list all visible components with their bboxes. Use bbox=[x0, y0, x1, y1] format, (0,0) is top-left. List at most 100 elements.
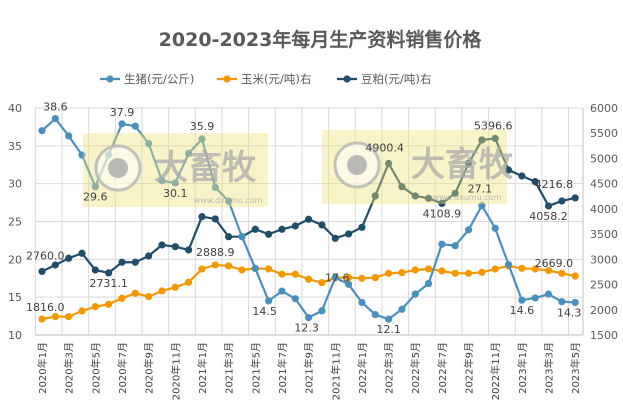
data-point bbox=[384, 269, 393, 277]
data-point bbox=[291, 295, 299, 303]
data-point bbox=[278, 225, 286, 233]
watermark-brand: 大畜牧 bbox=[411, 145, 514, 185]
data-point bbox=[78, 249, 86, 257]
x-axis-tick-label: 2022年3月 bbox=[383, 342, 396, 394]
data-label: 37.9 bbox=[110, 106, 135, 119]
data-point bbox=[291, 270, 299, 278]
watermark: 大畜牧 www.dxumu.com bbox=[83, 133, 268, 207]
right-axis-tick-label: 3500 bbox=[590, 228, 618, 241]
x-axis-tick-label: 2020年7月 bbox=[116, 342, 129, 394]
data-point bbox=[131, 289, 139, 297]
data-point bbox=[51, 261, 59, 269]
data-point bbox=[145, 293, 153, 301]
data-point bbox=[491, 134, 499, 143]
data-label: 4900.4 bbox=[365, 141, 404, 154]
x-axis-tick-label: 2022年9月 bbox=[463, 342, 476, 394]
data-point bbox=[558, 298, 566, 306]
series-line bbox=[41, 263, 576, 321]
x-axis-tick-label: 2021年3月 bbox=[223, 342, 236, 394]
x-axis-tick-label: 2021年7月 bbox=[276, 342, 289, 394]
data-point bbox=[51, 313, 59, 321]
data-point bbox=[504, 261, 513, 269]
watermark-url: www.dxumu.com bbox=[194, 196, 263, 205]
data-label: 14.5 bbox=[252, 305, 277, 318]
data-point bbox=[318, 307, 326, 315]
data-point bbox=[78, 151, 86, 159]
data-point bbox=[171, 243, 179, 251]
data-point bbox=[398, 269, 406, 277]
legend-marker bbox=[223, 75, 231, 83]
data-point bbox=[278, 270, 286, 278]
data-point bbox=[438, 199, 446, 207]
data-point bbox=[211, 183, 219, 192]
data-point bbox=[344, 280, 353, 288]
data-labels: 38.6 29.6 37.9 30.1 35.9 14.5 12.3 17.6 12.1 27.1… bbox=[26, 101, 581, 337]
left-axis-tick-label: 40 bbox=[8, 102, 22, 115]
data-label: 14.3 bbox=[557, 306, 582, 319]
data-point bbox=[185, 149, 193, 157]
data-point bbox=[571, 194, 579, 202]
data-point bbox=[491, 265, 499, 273]
left-axis-tick-label: 15 bbox=[8, 291, 22, 304]
data-point bbox=[65, 313, 73, 321]
data-point bbox=[424, 279, 433, 288]
data-point bbox=[411, 192, 419, 200]
legend-item: 玉米(元/吨)右 bbox=[217, 72, 311, 86]
data-point bbox=[65, 132, 73, 140]
chart-title: 2020-2023年每月生产资料销售价格 bbox=[159, 28, 483, 51]
right-axis-tick-label: 4000 bbox=[590, 203, 618, 216]
x-axis-tick-label: 2021年5月 bbox=[249, 342, 262, 394]
data-point bbox=[464, 159, 473, 167]
data-point bbox=[185, 246, 193, 254]
data-point bbox=[544, 202, 553, 210]
legend-label: 豆粕(元/吨)右 bbox=[361, 72, 431, 86]
legend-label: 生猪(元/公斤) bbox=[124, 72, 194, 86]
x-axis-tick-label: 2022年5月 bbox=[409, 342, 422, 394]
data-point bbox=[318, 279, 326, 287]
data-point bbox=[198, 213, 206, 221]
data-point bbox=[265, 265, 273, 273]
data-point bbox=[398, 183, 406, 191]
data-point bbox=[291, 222, 299, 230]
data-point bbox=[344, 230, 353, 238]
legend: 生猪(元/公斤) 玉米(元/吨)右 豆粕(元/吨)右 bbox=[100, 72, 431, 86]
data-point bbox=[278, 287, 286, 295]
x-axis-tick-label: 2020年1月 bbox=[36, 342, 49, 394]
data-point bbox=[38, 267, 46, 276]
data-point bbox=[131, 122, 139, 130]
right-axis-tick-label: 2000 bbox=[590, 304, 618, 317]
right-axis-tick-label: 5500 bbox=[590, 127, 618, 140]
data-point bbox=[358, 298, 366, 307]
data-point bbox=[65, 254, 73, 262]
data-label: 14.6 bbox=[510, 304, 535, 317]
data-point bbox=[185, 278, 193, 286]
data-label: 4108.9 bbox=[423, 207, 462, 220]
data-label: 35.9 bbox=[190, 120, 215, 133]
data-point bbox=[451, 269, 459, 277]
data-point bbox=[531, 265, 539, 273]
data-point bbox=[145, 139, 153, 148]
data-point bbox=[158, 287, 166, 295]
right-axis-tick-label: 1500 bbox=[590, 329, 618, 342]
data-point bbox=[451, 242, 459, 250]
legend-marker bbox=[106, 75, 114, 83]
watermark-logo-dot-icon bbox=[347, 155, 367, 175]
legend-item: 生猪(元/公斤) bbox=[100, 72, 194, 86]
data-point bbox=[38, 315, 46, 323]
x-axis-tick-label: 2020年5月 bbox=[89, 342, 102, 394]
data-point bbox=[198, 265, 206, 273]
data-point bbox=[225, 262, 233, 270]
left-axis-tick-label: 10 bbox=[8, 329, 22, 342]
right-axis-tick-label: 3000 bbox=[590, 253, 618, 266]
data-point bbox=[158, 177, 166, 185]
data-point bbox=[238, 233, 246, 241]
data-point bbox=[91, 183, 99, 191]
data-point bbox=[238, 266, 246, 274]
data-label: 12.1 bbox=[376, 323, 401, 336]
legend-item: 豆粕(元/吨)右 bbox=[337, 72, 431, 86]
x-axis-tick-label: 2022年11月 bbox=[489, 342, 502, 400]
x-axis-tick-label: 2020年11月 bbox=[169, 342, 182, 400]
data-point bbox=[105, 300, 113, 308]
data-point bbox=[531, 178, 539, 186]
data-point bbox=[424, 194, 433, 202]
